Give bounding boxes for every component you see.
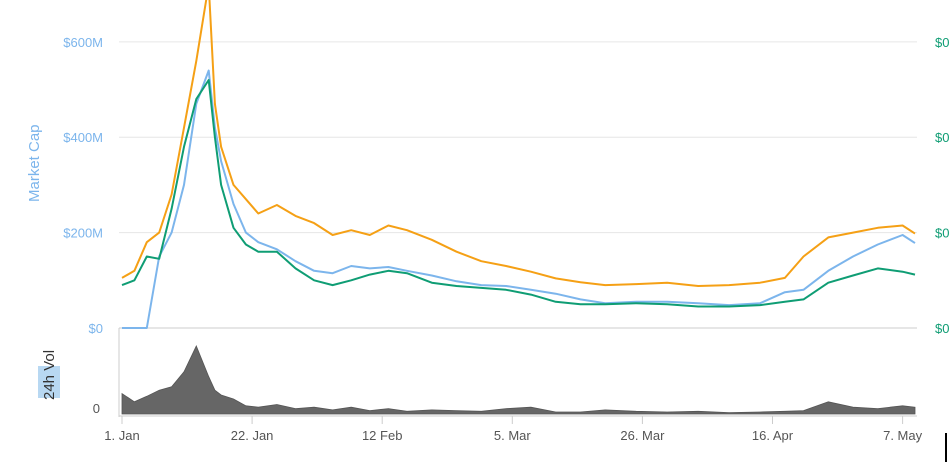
left-axis-ticks: $0 $200M $400M $600M <box>63 35 103 336</box>
right-tick-label: $0 <box>935 130 949 145</box>
series-volume <box>121 345 916 415</box>
x-tick-label: 7. May <box>883 428 923 443</box>
series-market_cap <box>122 69 916 329</box>
x-tick-label: 1. Jan <box>104 428 139 443</box>
series-layer <box>121 0 916 329</box>
left-tick-label: $400M <box>63 130 103 145</box>
volume-panel: 24h Vol 0 <box>38 345 916 416</box>
left-tick-label: $0 <box>89 321 103 336</box>
x-tick-label: 26. Mar <box>620 428 665 443</box>
x-tick-label: 22. Jan <box>231 428 274 443</box>
left-tick-label: $600M <box>63 35 103 50</box>
right-axis-ticks: $0 $0 $0 $0 <box>935 35 949 336</box>
left-axis-title: Market Cap <box>26 124 43 202</box>
right-tick-label: $0 <box>935 35 949 50</box>
left-tick-label: $200M <box>63 226 103 241</box>
series-price_usd <box>121 0 916 287</box>
gridlines <box>119 41 917 329</box>
x-tick-label: 12 Feb <box>362 428 402 443</box>
x-tick-label: 16. Apr <box>752 428 794 443</box>
right-tick-label: $0 <box>935 321 949 336</box>
volume-tick-0: 0 <box>93 401 100 416</box>
volume-axis-title: 24h Vol <box>41 350 58 400</box>
volume-label-highlight <box>38 366 60 398</box>
right-tick-label: $0 <box>935 226 949 241</box>
series-price_btc <box>121 79 916 308</box>
x-axis-ticks: 1. Jan 22. Jan 12 Feb 5. Mar 26. Mar 16. Apr 7… <box>104 416 923 443</box>
x-tick-label: 5. Mar <box>494 428 532 443</box>
